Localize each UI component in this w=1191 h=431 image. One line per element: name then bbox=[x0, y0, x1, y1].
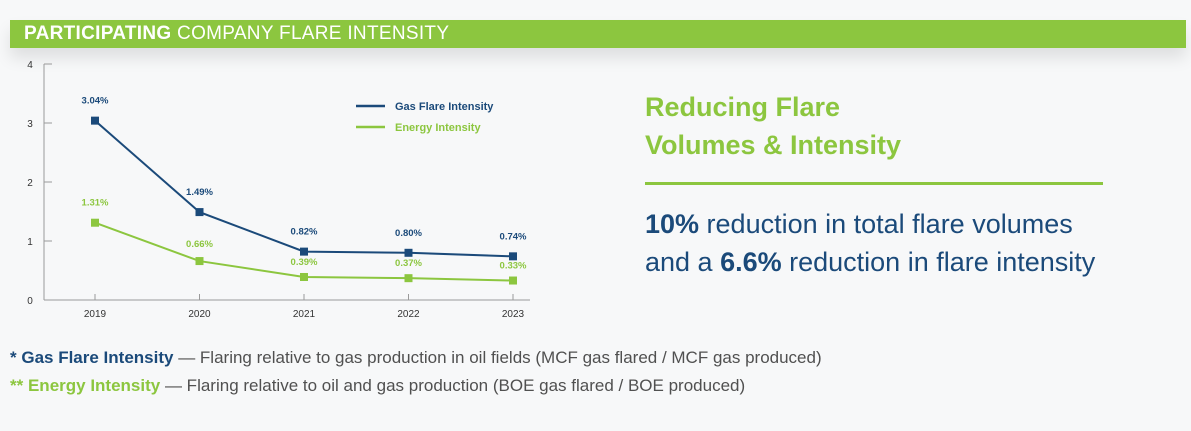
takeaway-pct-intensity: 6.6% bbox=[720, 247, 782, 277]
energy-note-desc: — Flaring relative to oil and gas produc… bbox=[160, 376, 746, 395]
energy-data-point bbox=[91, 218, 99, 227]
energy-data-label: 0.37% bbox=[395, 258, 422, 269]
gas-data-label: 3.04% bbox=[82, 96, 109, 107]
takeaway-text-intensity: reduction in flare intensity bbox=[781, 247, 1096, 277]
y-tick-label: 2 bbox=[27, 178, 33, 189]
header-title-bold: PARTICIPATING bbox=[24, 23, 172, 44]
gas-data-label: 0.74% bbox=[500, 231, 527, 242]
energy-definition-note: ** Energy Intensity — Flaring relative t… bbox=[10, 372, 822, 400]
gas-data-label: 1.49% bbox=[186, 187, 213, 198]
gas-note-marker: * bbox=[10, 348, 22, 367]
energy-legend-label: Energy Intensity bbox=[395, 122, 481, 134]
energy-data-label: 0.33% bbox=[500, 261, 527, 272]
gas-data-point bbox=[91, 116, 99, 125]
takeaway-body: 10% reduction in total flare volumes and… bbox=[645, 205, 1105, 281]
takeaway-title-line2: Volumes & Intensity bbox=[645, 130, 902, 160]
gas-note-term: Gas Flare Intensity bbox=[21, 348, 174, 367]
energy-data-label: 1.31% bbox=[82, 198, 109, 209]
energy-data-point bbox=[300, 272, 308, 281]
gas-note-desc: — Flaring relative to gas production in … bbox=[173, 348, 822, 367]
header-title-light: COMPANY FLARE INTENSITY bbox=[177, 23, 450, 44]
gas-data-point bbox=[300, 247, 308, 256]
gas-data-label: 0.82% bbox=[291, 227, 318, 238]
definition-notes: * Gas Flare Intensity — Flaring relative… bbox=[10, 344, 822, 400]
energy-data-label: 0.66% bbox=[186, 239, 213, 250]
x-tick-label: 2023 bbox=[502, 309, 525, 320]
section-header-title: PARTICIPATING COMPANY FLARE INTENSITY bbox=[24, 23, 449, 45]
gas-data-point bbox=[509, 252, 517, 261]
takeaway-title-line1: Reducing Flare bbox=[645, 92, 841, 122]
energy-data-point bbox=[404, 274, 413, 283]
gas-legend-label: Gas Flare Intensity bbox=[395, 101, 494, 113]
y-tick-label: 4 bbox=[27, 60, 33, 71]
y-tick-label: 1 bbox=[27, 237, 33, 248]
y-tick-label: 3 bbox=[27, 119, 33, 130]
gas-definition-note: * Gas Flare Intensity — Flaring relative… bbox=[10, 344, 822, 372]
gas-data-point bbox=[195, 208, 204, 217]
takeaway-title: Reducing Flare Volumes & Intensity bbox=[645, 88, 965, 164]
x-tick-label: 2022 bbox=[397, 309, 420, 320]
x-tick-label: 2020 bbox=[188, 309, 211, 320]
energy-data-label: 0.39% bbox=[291, 257, 318, 268]
gas-data-label: 0.80% bbox=[395, 228, 422, 239]
takeaway-text-volume: reduction in total flare volumes and a bbox=[645, 209, 1073, 277]
x-tick-label: 2021 bbox=[293, 309, 316, 320]
flare-intensity-line-chart: 0 1 2 3 4 2019 2020 2021 2022 2023 3.04% 1.49% 0.82%… bbox=[27, 60, 530, 320]
gas-data-point bbox=[404, 248, 413, 257]
x-tick-label: 2019 bbox=[84, 309, 107, 320]
energy-note-marker: ** bbox=[10, 376, 28, 395]
energy-data-point bbox=[509, 276, 517, 285]
section-header-bar: PARTICIPATING COMPANY FLARE INTENSITY bbox=[10, 20, 1186, 48]
y-tick-label: 0 bbox=[27, 296, 33, 307]
energy-note-term: Energy Intensity bbox=[27, 376, 161, 395]
energy-data-point bbox=[195, 257, 204, 266]
takeaway-pct-volume: 10% bbox=[645, 209, 700, 239]
key-takeaway-panel: Reducing Flare Volumes & Intensity 10% r… bbox=[645, 88, 1105, 281]
takeaway-divider bbox=[645, 182, 1103, 185]
